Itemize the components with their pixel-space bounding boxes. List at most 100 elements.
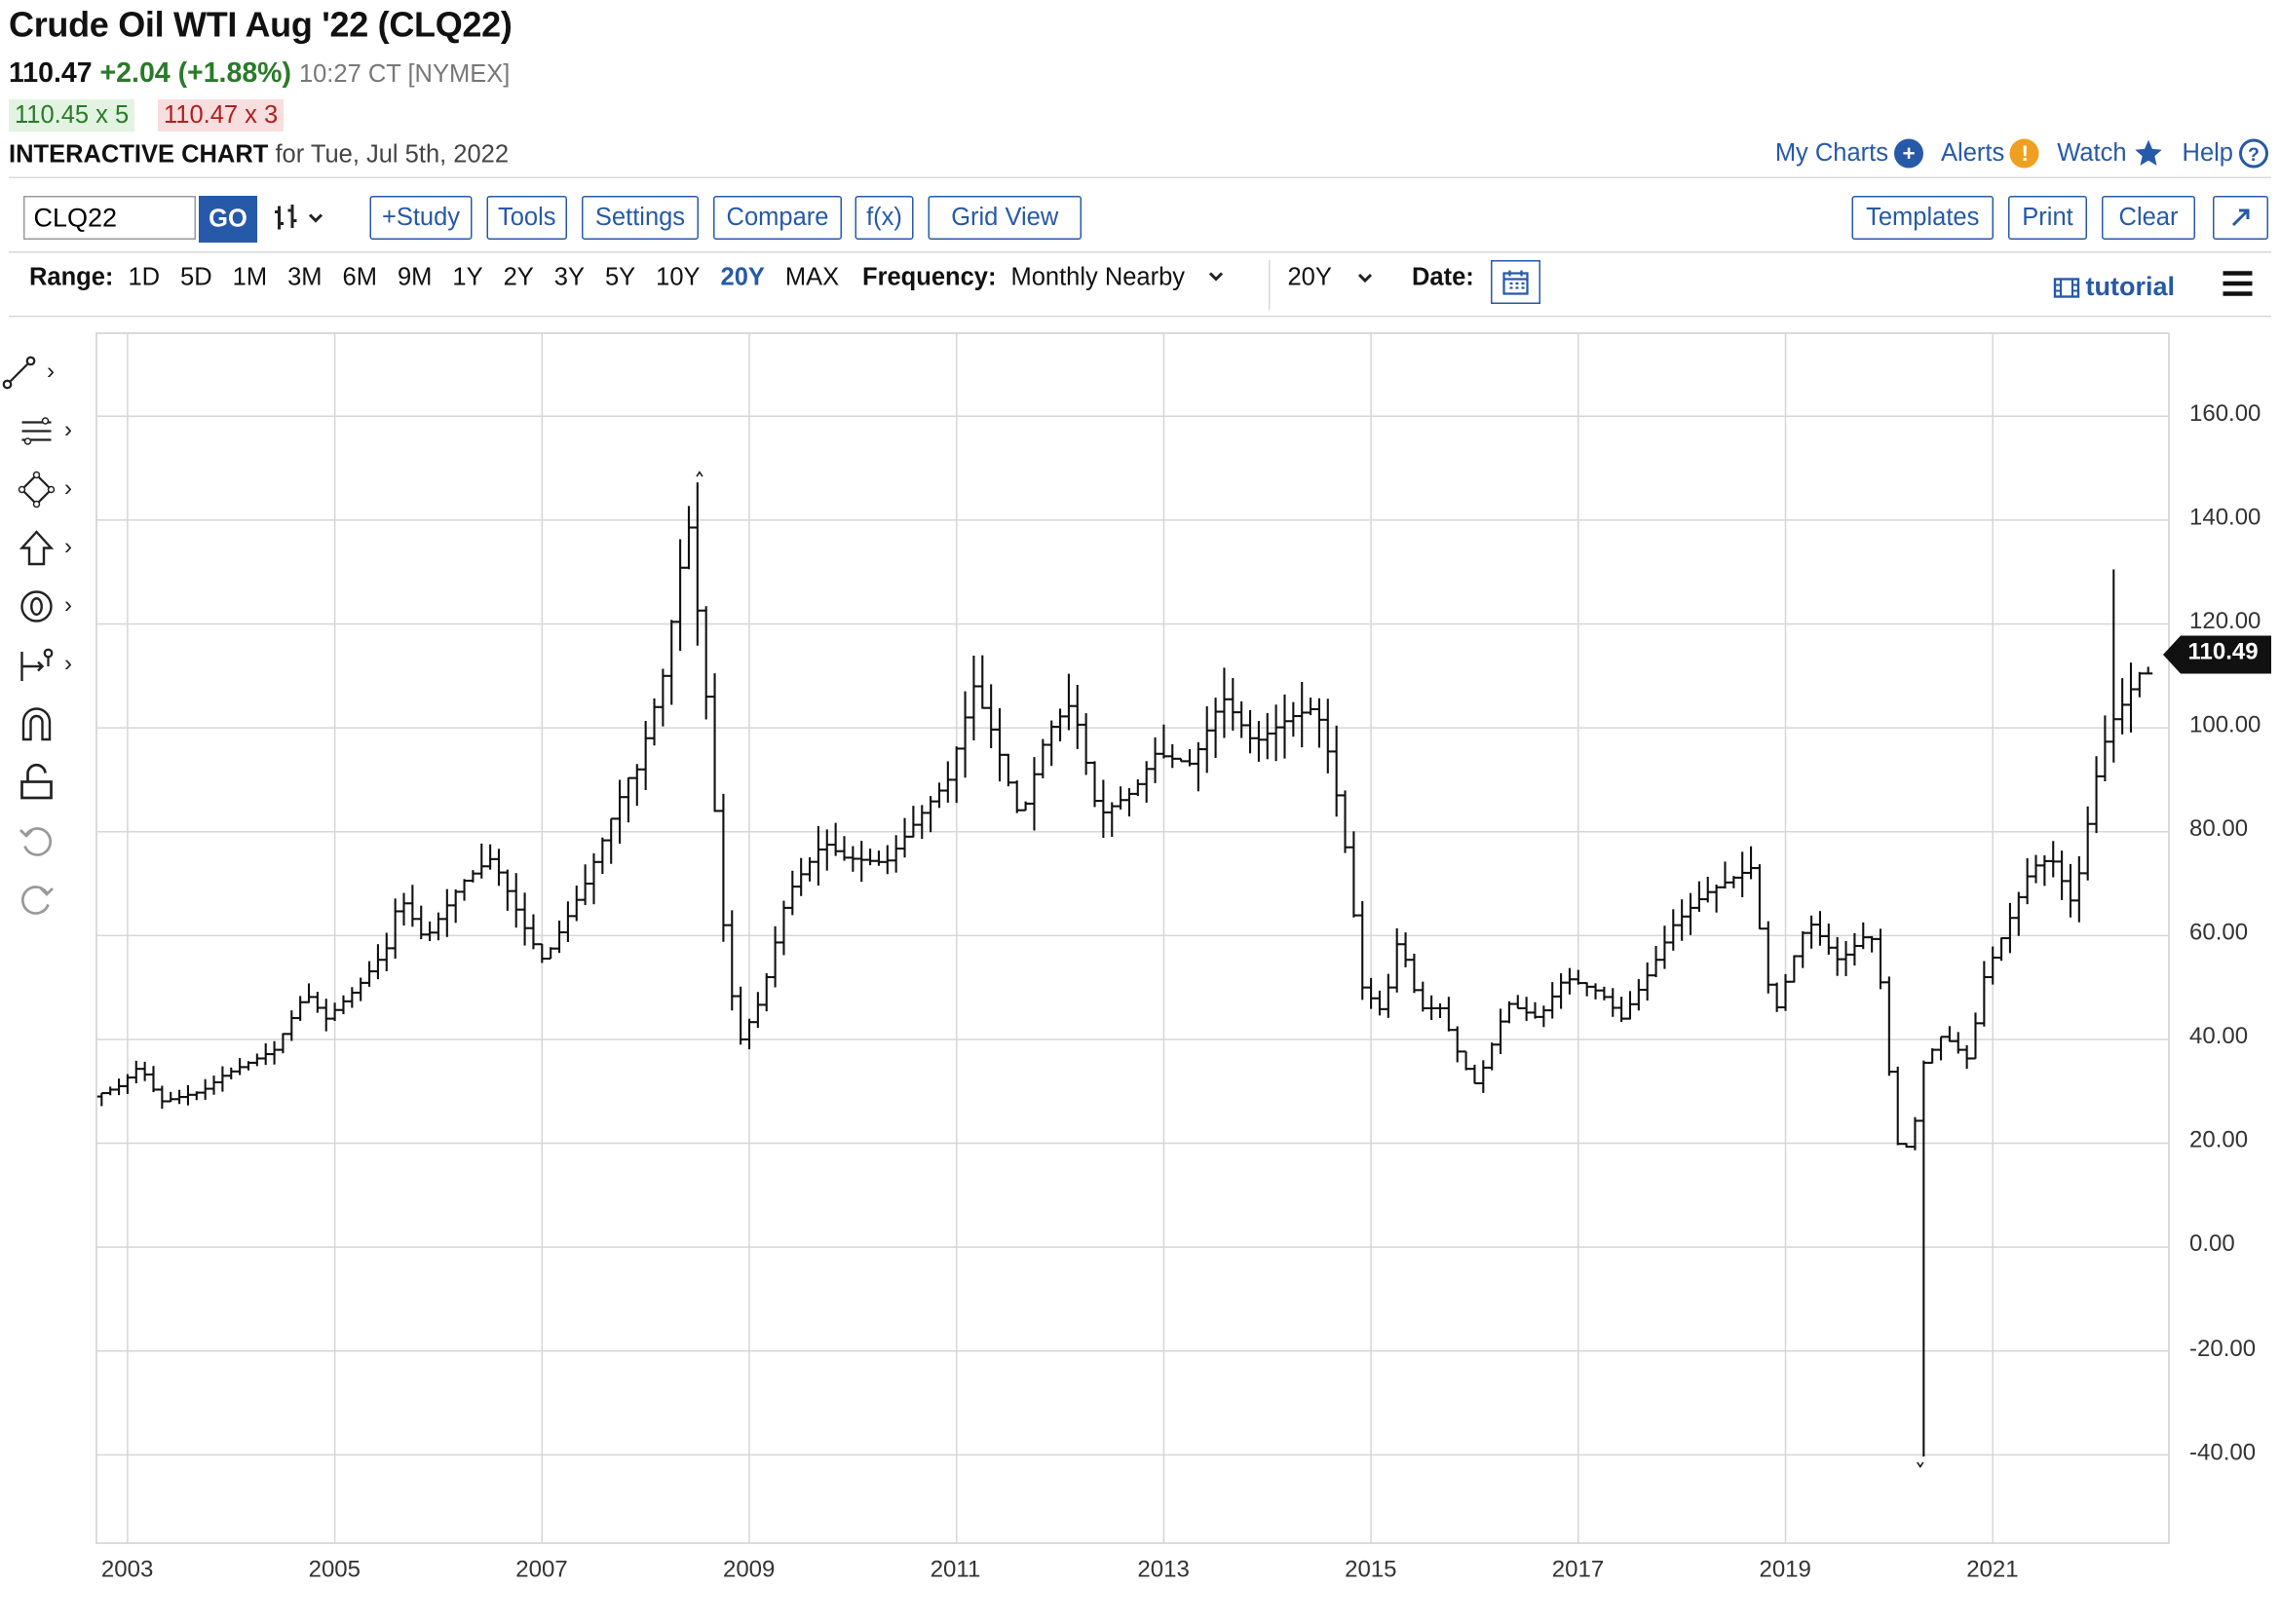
study-button[interactable]: +Study bbox=[369, 196, 473, 240]
range-option[interactable]: 3Y bbox=[553, 263, 585, 291]
range-option[interactable]: 1Y bbox=[452, 263, 483, 291]
low-marker bbox=[1917, 1461, 1924, 1468]
ask-badge: 110.47 x 3 bbox=[158, 99, 285, 132]
redo-icon bbox=[20, 886, 54, 915]
plus-circle-icon: + bbox=[1894, 138, 1924, 169]
date-control: Date: bbox=[1412, 263, 1474, 292]
y-tick-label: 140.00 bbox=[2189, 505, 2261, 531]
frequency-label: Frequency: bbox=[862, 263, 997, 291]
range-option[interactable]: 5D bbox=[180, 263, 212, 291]
fibonacci-tool-icon bbox=[21, 417, 52, 445]
measure-tool[interactable]: › bbox=[18, 643, 94, 687]
shape-tool[interactable]: › bbox=[18, 468, 94, 511]
quote-line: 110.47 +2.04 (+1.88%) 10:27 CT [NYMEX] bbox=[9, 58, 510, 91]
x-tick-label: 2009 bbox=[722, 1558, 776, 1583]
help-icon: ? bbox=[2239, 138, 2268, 169]
help-label: Help bbox=[2182, 138, 2233, 168]
y-tick-label: 0.00 bbox=[2189, 1232, 2235, 1258]
price-change: +2.04 (+1.88%) bbox=[99, 58, 292, 90]
print-button[interactable]: Print bbox=[2008, 196, 2087, 240]
range-option[interactable]: 6M bbox=[342, 263, 377, 291]
undo[interactable] bbox=[18, 818, 94, 862]
chart-date: for Tue, Jul 5th, 2022 bbox=[275, 140, 510, 169]
range-option[interactable]: 2Y bbox=[503, 263, 534, 291]
divider bbox=[9, 316, 2271, 318]
divider bbox=[1269, 260, 1271, 310]
range-bar: Range: 1D 5D 1M 3M 6M 9M 1Y 2Y 3Y 5Y 10Y 20Y MAX bbox=[29, 263, 859, 292]
y-tick-label: 100.00 bbox=[2189, 713, 2261, 738]
y-tick-label: 160.00 bbox=[2189, 401, 2261, 427]
bid-badge: 110.45 x 5 bbox=[9, 99, 135, 132]
magnet-icon bbox=[21, 707, 52, 741]
y-tick-label: -40.00 bbox=[2189, 1440, 2257, 1465]
date-label: Date: bbox=[1412, 263, 1474, 291]
arrow-tool[interactable]: › bbox=[18, 526, 94, 570]
tools-button[interactable]: Tools bbox=[486, 196, 567, 240]
magnet[interactable] bbox=[18, 701, 94, 745]
range-option[interactable]: MAX bbox=[784, 263, 840, 291]
period-value: 20Y bbox=[1287, 263, 1332, 291]
lock[interactable] bbox=[18, 760, 94, 804]
help-link[interactable]: Help ? bbox=[2183, 137, 2268, 170]
compare-button[interactable]: Compare bbox=[713, 196, 842, 240]
high-marker bbox=[696, 471, 703, 477]
range-option[interactable]: 5Y bbox=[604, 263, 636, 291]
shape-tool-icon bbox=[18, 471, 56, 509]
range-option[interactable]: 9M bbox=[397, 263, 433, 291]
quote-time: 10:27 CT [NYMEX] bbox=[298, 59, 511, 89]
range-option[interactable]: 20Y bbox=[720, 263, 765, 291]
x-tick-label: 2003 bbox=[100, 1558, 154, 1583]
chart-style-dropdown[interactable] bbox=[272, 199, 330, 237]
line-tool[interactable]: › bbox=[0, 351, 76, 395]
y-tick-label: 20.00 bbox=[2189, 1128, 2249, 1154]
symbol-input[interactable] bbox=[23, 196, 196, 240]
divider bbox=[9, 176, 2271, 178]
fx-button[interactable]: f(x) bbox=[855, 196, 914, 240]
redo[interactable] bbox=[18, 877, 94, 921]
x-tick-label: 2021 bbox=[1966, 1558, 2019, 1583]
alerts-label: Alerts bbox=[1941, 138, 2005, 168]
range-option[interactable]: 1M bbox=[232, 263, 268, 291]
expand-button[interactable] bbox=[2213, 196, 2268, 240]
go-button[interactable]: GO bbox=[199, 196, 257, 243]
calendar-icon bbox=[1502, 270, 1529, 295]
text-tool[interactable]: › bbox=[18, 585, 94, 628]
period-select[interactable]: 20Y bbox=[1288, 263, 1376, 292]
fibonacci-tool[interactable]: › bbox=[18, 409, 94, 453]
chevron-right-icon: › bbox=[64, 476, 72, 502]
alert-icon: ! bbox=[2010, 138, 2040, 169]
x-tick-label: 2007 bbox=[515, 1558, 568, 1583]
clear-button[interactable]: Clear bbox=[2102, 196, 2195, 240]
hamburger-icon bbox=[2223, 271, 2253, 296]
menu-button[interactable] bbox=[2222, 269, 2254, 306]
templates-button[interactable]: Templates bbox=[1851, 196, 1994, 240]
film-icon bbox=[2053, 277, 2080, 297]
chevron-right-icon: › bbox=[47, 359, 55, 385]
chart-heading: INTERACTIVE CHART for Tue, Jul 5th, 2022 bbox=[9, 140, 509, 170]
date-picker-button[interactable] bbox=[1491, 260, 1540, 304]
alerts-link[interactable]: Alerts ! bbox=[1941, 137, 2040, 170]
tutorial-link[interactable]: tutorial bbox=[2053, 272, 2175, 303]
line-tool-icon bbox=[2, 356, 36, 390]
chevron-down-icon bbox=[308, 213, 323, 223]
chevron-right-icon: › bbox=[64, 652, 72, 677]
x-tick-label: 2013 bbox=[1137, 1558, 1190, 1583]
chevron-right-icon: › bbox=[64, 593, 72, 619]
settings-button[interactable]: Settings bbox=[582, 196, 699, 240]
expand-icon bbox=[2231, 208, 2250, 227]
page-title: Crude Oil WTI Aug '22 (CLQ22) bbox=[9, 6, 513, 46]
y-tick-label: 40.00 bbox=[2189, 1024, 2249, 1050]
my-charts-link[interactable]: My Charts + bbox=[1775, 137, 1924, 170]
x-tick-label: 2019 bbox=[1759, 1558, 1811, 1583]
last-price: 110.47 bbox=[9, 58, 93, 90]
range-option[interactable]: 1D bbox=[128, 263, 161, 291]
range-option[interactable]: 3M bbox=[287, 263, 323, 291]
grid-view-button[interactable]: Grid View bbox=[928, 196, 1082, 240]
last-value-label: 110.49 bbox=[2187, 640, 2259, 665]
watch-link[interactable]: Watch bbox=[2057, 137, 2164, 170]
drawing-toolbar: › bbox=[0, 351, 76, 395]
frequency-select[interactable]: Monthly Nearby bbox=[1010, 263, 1227, 292]
range-option[interactable]: 10Y bbox=[656, 263, 701, 291]
divider bbox=[9, 251, 2271, 253]
